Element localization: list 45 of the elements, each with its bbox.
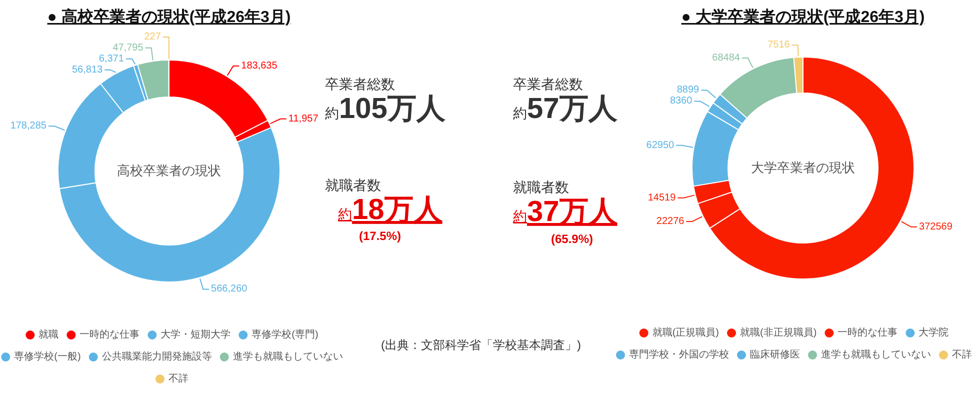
data-label: 56,813	[72, 64, 104, 76]
legend-label: 臨床研修医	[750, 348, 800, 360]
text: 約105万人	[325, 93, 446, 125]
data-label: 22276	[656, 216, 685, 227]
legend-label: 専修学校(専門)	[252, 328, 318, 340]
data-label: 372569	[919, 221, 953, 232]
text: 約57万人	[513, 93, 618, 125]
data-label: 566,260	[211, 284, 248, 295]
legend-label: 不詳	[168, 372, 188, 384]
data-label: 14519	[648, 192, 676, 204]
text: 就職者数	[513, 179, 569, 195]
text: (出典：文部科学省「学校基本調査」)	[381, 338, 581, 352]
data-label: 8899	[676, 84, 700, 96]
legend-label: 一時的な仕事	[80, 328, 140, 340]
data-label: 178,285	[10, 120, 47, 132]
data-label: 8360	[670, 96, 693, 107]
data-label: 47,795	[112, 42, 144, 54]
text: 就職者数	[325, 177, 381, 193]
legend-label: 専門学校・外国の学校	[629, 348, 729, 360]
data-label: 7516	[768, 40, 790, 51]
chart-title: ● 大学卒業者の現状(平成26年3月)	[681, 8, 925, 26]
text: 大学卒業者の現状	[751, 160, 855, 175]
legend-label: 公共職業能力開発施設等	[102, 350, 212, 362]
text: 卒業者総数	[325, 76, 395, 92]
legend-label: 大学・短期大学	[160, 328, 231, 340]
data-label: 6,371	[98, 53, 124, 64]
legend-label: 就職	[38, 328, 59, 340]
legend-label: 進学も就職もしていない	[232, 350, 343, 362]
data-label: 62950	[646, 140, 675, 151]
legend-label: 就職(正規職員)	[652, 326, 719, 338]
legend-label: 専修学校(一般)	[14, 350, 81, 362]
text: 卒業者総数	[513, 76, 583, 92]
text: (17.5%)	[358, 229, 402, 243]
chart-title: ● 高校卒業者の現状(平成26年3月)	[47, 7, 291, 26]
legend-label: 一時的な仕事	[838, 326, 898, 338]
data-label: 227	[144, 31, 162, 42]
data-label: 68484	[712, 52, 740, 64]
data-label: 183,635	[241, 60, 278, 72]
legend-label: 就職(非正規職員)	[740, 326, 817, 338]
data-label: 11,957	[288, 113, 319, 124]
legend-label: 進学も就職もしていない	[821, 348, 931, 360]
legend-label: 大学院	[918, 326, 949, 338]
text: 高校卒業者の現状	[117, 163, 221, 178]
legend-label: 不詳	[952, 348, 972, 360]
text: (65.9%)	[550, 232, 594, 246]
